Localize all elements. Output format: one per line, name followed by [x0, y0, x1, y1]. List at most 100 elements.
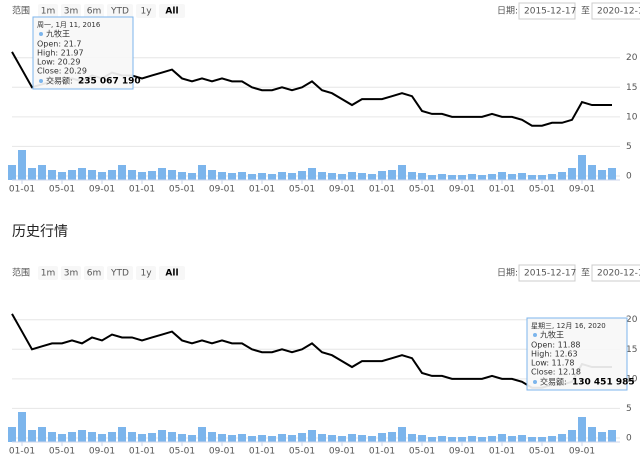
- volume-bar: [108, 170, 116, 180]
- tooltip-line: High: 21.97: [37, 49, 84, 58]
- volume-bar: [158, 168, 166, 180]
- range-button-label[interactable]: All: [165, 269, 178, 279]
- y-tick-label: 5: [626, 142, 632, 152]
- range-button[interactable]: [159, 266, 185, 280]
- volume-bar: [598, 170, 606, 180]
- y-tick-label: 10: [626, 374, 638, 384]
- price-line: [11, 313, 612, 389]
- range-button[interactable]: [107, 4, 133, 18]
- y-tick-label: 10: [626, 112, 638, 122]
- tooltip-date: 星期三, 12月 16, 2020: [531, 322, 606, 330]
- date-from[interactable]: 2015-12-17: [524, 269, 576, 279]
- volume-bar: [488, 436, 496, 442]
- date-to[interactable]: 2020-12-1: [597, 269, 640, 279]
- volume-bar: [438, 174, 446, 180]
- range-button-label[interactable]: YTD: [110, 269, 129, 279]
- range-button-label[interactable]: 1m: [41, 7, 56, 17]
- range-button[interactable]: [61, 266, 81, 280]
- range-label: 范围: [12, 267, 30, 279]
- range-button-label[interactable]: 6m: [87, 7, 102, 17]
- date-to[interactable]: 2020-12-1: [597, 7, 640, 17]
- volume-bar: [148, 433, 156, 442]
- volume-bar: [158, 430, 166, 442]
- range-button[interactable]: [38, 4, 58, 18]
- volume-bar: [208, 170, 216, 180]
- date-input[interactable]: [518, 264, 576, 282]
- volume-bar: [308, 168, 316, 180]
- tooltip-line: High: 12.63: [531, 350, 578, 359]
- volume-bar: [38, 165, 46, 180]
- range-button[interactable]: [136, 266, 156, 280]
- range-button-label[interactable]: 3m: [64, 7, 79, 17]
- volume-bar: [528, 175, 536, 180]
- range-button[interactable]: [107, 266, 133, 280]
- volume-bar: [318, 434, 326, 442]
- volume-bar: [328, 173, 336, 180]
- volume-bar: [228, 435, 236, 442]
- date-to-label: 至: [581, 268, 590, 279]
- volume-bar: [398, 427, 406, 442]
- volume-bar: [518, 173, 526, 180]
- x-tick-label: 01-01: [129, 447, 155, 457]
- volume-bar: [58, 434, 66, 442]
- date-input[interactable]: [591, 264, 640, 282]
- volume-bar: [418, 173, 426, 180]
- range-button-label[interactable]: 3m: [64, 269, 79, 279]
- volume-bar: [338, 436, 346, 442]
- volume-bar: [108, 432, 116, 442]
- range-button[interactable]: [84, 4, 104, 18]
- date-from[interactable]: 2015-12-17: [524, 7, 576, 17]
- range-button-label[interactable]: 1m: [41, 269, 56, 279]
- volume-bar: [458, 437, 466, 442]
- range-button-label[interactable]: All: [165, 7, 178, 17]
- volume-bar: [538, 175, 546, 180]
- volume-bar: [408, 172, 416, 180]
- range-button[interactable]: [159, 4, 185, 18]
- tooltip-dot: [39, 79, 43, 83]
- volume-bar: [518, 435, 526, 442]
- tooltip-line: Open: 21.7: [37, 40, 81, 49]
- tooltip-line: Close: 12.18: [531, 368, 581, 377]
- volume-bar: [78, 430, 86, 442]
- tooltip: [32, 16, 134, 90]
- volume-bar: [608, 168, 616, 180]
- x-tick-label: 05-01: [529, 185, 555, 195]
- volume-bar: [498, 172, 506, 180]
- volume-bar: [38, 427, 46, 442]
- range-button-label[interactable]: 1y: [140, 7, 152, 17]
- x-tick-label: 09-01: [569, 447, 595, 457]
- volume-bar: [168, 170, 176, 180]
- y-tick-label: 20: [626, 315, 638, 325]
- volume-bar: [598, 432, 606, 442]
- volume-bar: [178, 434, 186, 442]
- range-button-label[interactable]: 1y: [140, 269, 152, 279]
- volume-bar: [388, 432, 396, 442]
- volume-bar: [328, 435, 336, 442]
- range-button-label[interactable]: YTD: [110, 7, 129, 17]
- volume-bar: [68, 170, 76, 180]
- range-button[interactable]: [38, 266, 58, 280]
- volume-bar: [418, 435, 426, 442]
- y-tick-label: 15: [626, 83, 637, 93]
- volume-bar: [448, 437, 456, 442]
- volume-bar: [268, 436, 276, 442]
- range-button[interactable]: [84, 266, 104, 280]
- volume-bar: [558, 434, 566, 442]
- range-button[interactable]: [61, 4, 81, 18]
- volume-bar: [238, 172, 246, 180]
- x-tick-label: 09-01: [209, 447, 235, 457]
- tooltip-volume-label: 交易额:: [540, 377, 567, 387]
- x-tick-label: 01-01: [369, 185, 395, 195]
- date-input[interactable]: [518, 2, 576, 20]
- volume-bar: [268, 174, 276, 180]
- volume-bar: [508, 436, 516, 442]
- date-input[interactable]: [591, 2, 640, 20]
- volume-bar: [128, 432, 136, 442]
- volume-bar: [28, 430, 36, 442]
- tooltip: [526, 317, 628, 391]
- volume-bar: [538, 437, 546, 442]
- volume-bar: [298, 433, 306, 442]
- volume-bar: [138, 434, 146, 442]
- range-button-label[interactable]: 6m: [87, 269, 102, 279]
- range-button[interactable]: [136, 4, 156, 18]
